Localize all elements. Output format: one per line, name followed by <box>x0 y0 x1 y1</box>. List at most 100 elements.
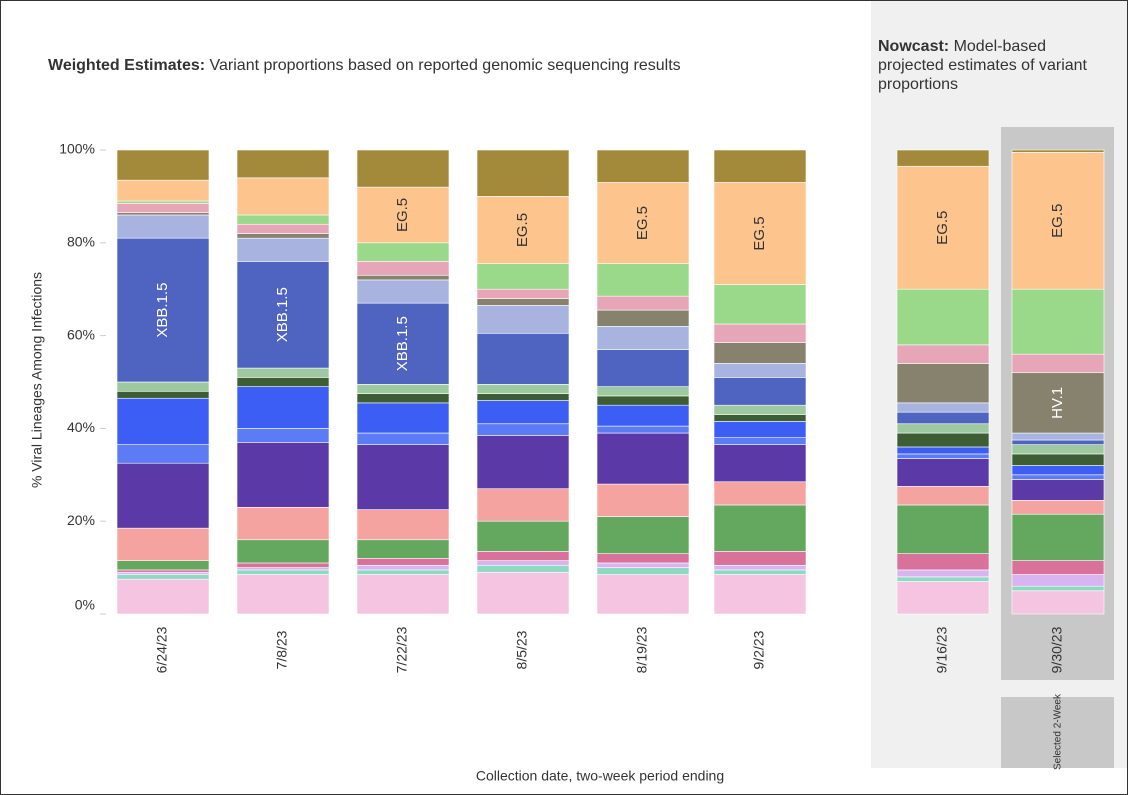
bar-segment <box>476 149 570 197</box>
x-tick-label: 6/24/23 <box>154 626 170 673</box>
bar-segment <box>596 404 690 427</box>
bar-segment <box>1011 453 1105 466</box>
bar-segment <box>236 567 330 571</box>
bar-segment <box>236 569 330 575</box>
bar-segment <box>713 481 807 506</box>
bar-segment <box>236 442 330 508</box>
x-tick-label: 8/19/23 <box>634 626 650 673</box>
bar-segment <box>596 483 690 517</box>
bar-segment <box>356 444 450 510</box>
segment-label: EG.5 <box>514 213 531 247</box>
bar-segment <box>116 149 210 181</box>
title-bold: Weighted Estimates: <box>48 57 206 74</box>
bar-segment <box>116 179 210 202</box>
bar-segment <box>356 402 450 434</box>
bar-segment <box>356 186 450 244</box>
bar-segment <box>356 509 450 541</box>
bar-segment <box>116 203 210 213</box>
bar-segment <box>356 274 450 281</box>
x-axis-label: Collection date, two-week period ending <box>476 768 724 784</box>
segment-label: HV.1 <box>1049 387 1066 419</box>
bar-segment <box>356 384 450 394</box>
bar-segment <box>896 458 990 487</box>
bar-segment <box>476 571 570 615</box>
bar-segment <box>596 432 690 485</box>
bar-segment <box>116 212 210 216</box>
selected-box <box>1001 697 1114 768</box>
bar-segment <box>236 574 330 615</box>
bar-segment <box>596 349 690 387</box>
chart-title: Weighted Estimates: Variant proportions … <box>48 56 748 75</box>
bar-segment <box>356 261 450 276</box>
bar-segment <box>236 506 330 541</box>
y-tick-label: 60% <box>67 326 95 342</box>
bar-segment <box>1011 560 1105 575</box>
y-tick-label: 20% <box>67 512 95 528</box>
x-tick-label: 8/5/23 <box>514 630 530 669</box>
bar-segment <box>713 284 807 325</box>
segment-label: XBB.1.5 <box>154 283 171 338</box>
bar-segment <box>476 288 570 299</box>
bar-segment <box>476 551 570 561</box>
bar-segment <box>896 402 990 413</box>
bar-segment <box>356 564 450 571</box>
nowcast-title-bold: Nowcast: <box>878 38 950 55</box>
bar-segment <box>116 200 210 204</box>
bar-segment <box>476 384 570 394</box>
bar-segment <box>1011 574 1105 587</box>
bar-segment <box>713 363 807 378</box>
bar-segment <box>236 237 330 262</box>
bar-segment <box>476 400 570 425</box>
bar-segment <box>713 574 807 615</box>
y-tick-label: 0% <box>75 597 95 613</box>
segment-label: EG.5 <box>751 216 768 250</box>
selected-label: Selected 2-Week <box>1053 693 1064 770</box>
bar-segment <box>896 288 990 346</box>
bar-segment <box>356 574 450 615</box>
bar-segment <box>1011 474 1105 480</box>
bar-segment <box>356 539 450 559</box>
bar-segment <box>356 432 450 445</box>
nowcast-title-text: Model-based projected estimates of varia… <box>878 38 1087 93</box>
bar-segment <box>476 305 570 334</box>
bar-segment <box>236 562 330 568</box>
bar-segment <box>116 444 210 464</box>
bar-segment <box>116 569 210 573</box>
bar-segment <box>116 560 210 571</box>
bar-segment <box>896 453 990 459</box>
segment-label: EG.5 <box>1049 204 1066 238</box>
bar-segment <box>1011 444 1105 455</box>
bar-segment <box>596 149 690 183</box>
bar-segment <box>236 233 330 239</box>
bar-segment <box>476 196 570 264</box>
bar-segment <box>596 395 690 406</box>
bar-segment <box>1011 465 1105 476</box>
bar-segment <box>596 309 690 327</box>
y-tick-label: 40% <box>67 419 95 435</box>
bar-segment <box>356 569 450 575</box>
bar-segment <box>356 149 450 188</box>
bar-segment <box>1011 288 1105 355</box>
bar-segment <box>713 323 807 343</box>
bar-segment <box>116 578 210 615</box>
x-tick-label: 9/2/23 <box>751 630 767 669</box>
bar-segment <box>713 437 807 445</box>
bar-segment <box>236 177 330 216</box>
x-tick-label: 7/22/23 <box>394 626 410 673</box>
bar-segment <box>596 425 690 434</box>
bar-segment <box>116 571 210 575</box>
title-text: Variant proportions based on reported ge… <box>209 57 681 74</box>
bar-segment <box>476 564 570 573</box>
bar-segment <box>896 411 990 425</box>
bar-segment <box>596 295 690 311</box>
bar-segment <box>356 279 450 304</box>
bar-segment <box>596 386 690 397</box>
bar-segment <box>1011 372 1105 434</box>
bar-segment <box>116 527 210 561</box>
nowcast-title: Nowcast: Model-based projected estimates… <box>878 37 1108 94</box>
bar-segment <box>1011 432 1105 441</box>
y-tick-label: 100% <box>59 141 95 157</box>
bar-segment <box>1011 353 1105 374</box>
